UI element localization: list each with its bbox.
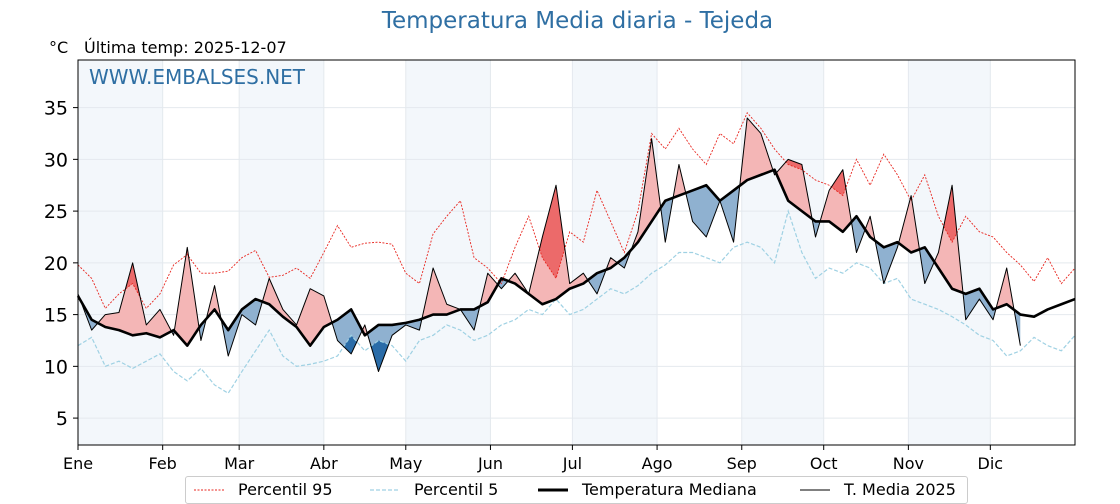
x-tick-label: Jun xyxy=(477,454,503,473)
legend-item-2025: T. Media 2025 xyxy=(798,480,956,499)
x-tick-label: Dic xyxy=(978,454,1004,473)
x-tick-label: Feb xyxy=(149,454,177,473)
anomaly-fills xyxy=(78,117,1021,372)
p5-line xyxy=(77,208,1076,395)
y-axis-unit: °C xyxy=(49,38,69,57)
axes: Ene Feb Mar Abr May Jun Jul Ago Sep Oct Nov Dic 5 10 1… xyxy=(44,98,1003,473)
t2025-line xyxy=(77,117,1021,373)
x-tick-label: Sep xyxy=(727,454,757,473)
month-band-mar xyxy=(239,60,324,445)
chart-title: Temperatura Media diaria - Tejeda xyxy=(381,8,774,34)
legend-label: T. Media 2025 xyxy=(844,480,956,499)
median-swatch xyxy=(538,488,568,491)
p95-line xyxy=(77,111,1076,310)
legend-label: Temperatura Mediana xyxy=(582,480,757,499)
month-band-sep xyxy=(741,60,824,445)
legend-item-median: Temperatura Mediana xyxy=(536,480,757,499)
y-tick-label: 5 xyxy=(56,408,68,430)
legend: Percentil 95 Percentil 5 Temperatura Med… xyxy=(185,476,968,504)
x-tick-label: Jul xyxy=(562,454,582,473)
month-bands xyxy=(78,60,991,445)
legend-item-p95: Percentil 95 xyxy=(192,480,333,499)
month-band-jul xyxy=(572,60,658,445)
y-tick-label: 30 xyxy=(44,149,68,171)
y-tick-label: 10 xyxy=(44,356,68,378)
p5-swatch xyxy=(370,488,400,491)
x-tick-label: Ago xyxy=(642,454,673,473)
x-tick-label: May xyxy=(389,454,422,473)
x-tick-label: Oct xyxy=(810,454,838,473)
series-lines xyxy=(76,111,1076,395)
t2025-swatch xyxy=(800,489,830,490)
plot-frame xyxy=(77,59,1076,446)
month-band-ene xyxy=(78,60,163,445)
median-line xyxy=(76,168,1076,347)
x-tick-label: Mar xyxy=(224,454,255,473)
p95-swatch xyxy=(194,489,224,490)
x-tick-label: Ene xyxy=(63,454,93,473)
last-temp-label: Última temp: 2025-12-07 xyxy=(84,38,287,57)
y-tick-label: 15 xyxy=(44,305,68,327)
month-band-may xyxy=(405,60,491,445)
x-tick-label: Abr xyxy=(310,454,338,473)
watermark: WWW.EMBALSES.NET xyxy=(89,65,306,89)
y-tick-label: 25 xyxy=(44,201,68,223)
legend-label: Percentil 95 xyxy=(238,480,333,499)
y-tick-label: 35 xyxy=(44,98,68,120)
legend-label: Percentil 5 xyxy=(414,480,499,499)
legend-item-p5: Percentil 5 xyxy=(368,480,498,499)
x-tick-label: Nov xyxy=(893,454,924,473)
y-tick-label: 20 xyxy=(44,253,68,275)
